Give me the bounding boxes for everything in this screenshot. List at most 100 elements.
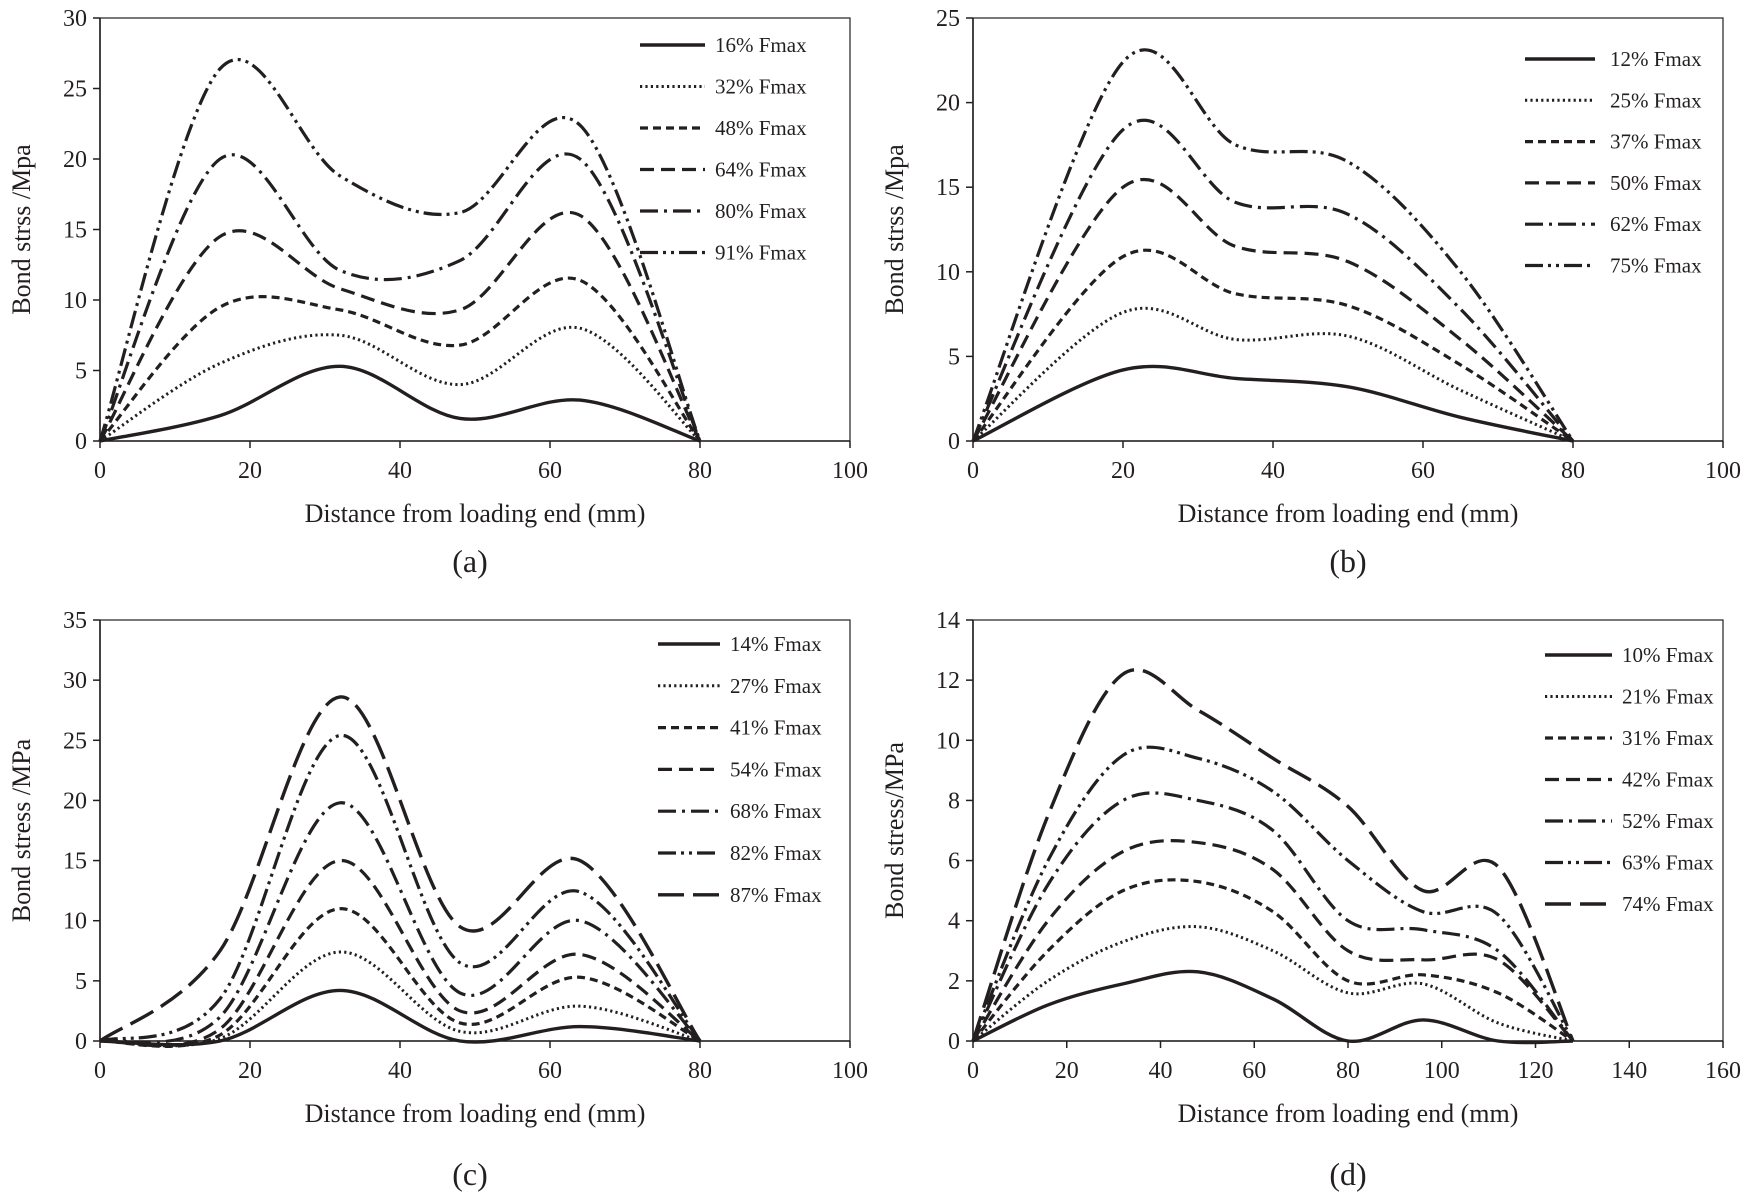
y-tick-label: 0 xyxy=(948,1029,960,1055)
legend-label: 41% Fmax xyxy=(730,716,822,740)
legend-label: 63% Fmax xyxy=(1622,851,1714,875)
series-line-27-fmax xyxy=(99,950,701,1048)
x-axis-label: Distance from loading end (mm) xyxy=(305,1099,646,1128)
series-line-64-fmax xyxy=(98,211,702,442)
y-tick-label: 0 xyxy=(75,429,87,455)
legend-label: 27% Fmax xyxy=(730,674,822,698)
series-line-12-fmax xyxy=(972,364,1574,443)
series-line-14-fmax xyxy=(99,988,701,1047)
series-line-32-fmax xyxy=(99,325,702,443)
legend-label: 54% Fmax xyxy=(730,757,822,781)
chart-panel-d: 0 20 40 60 80 100 120 140 160 0 2 4 6 8 10 12 14 Distance… xyxy=(880,608,1741,1192)
panel-label: (b) xyxy=(1329,543,1366,579)
series-line-31-fmax xyxy=(971,878,1574,1043)
y-axis-label: Bond stress/MPa xyxy=(880,742,909,919)
series-line-63-fmax xyxy=(971,745,1575,1042)
x-axis-label: Distance from loading end (mm) xyxy=(305,499,646,528)
y-axis-label: Bond stress /MPa xyxy=(7,738,36,922)
y-tick-label: 25 xyxy=(936,6,960,32)
legend-label: 50% Fmax xyxy=(1610,171,1702,195)
series-line-50-fmax xyxy=(971,178,1575,443)
x-tick-label: 60 xyxy=(1242,1058,1266,1084)
series-line-80-fmax xyxy=(98,152,702,442)
legend-label: 75% Fmax xyxy=(1610,254,1702,278)
chart-panel-c: 0 20 40 60 80 100 0 5 10 15 20 25 30 35 Distance from … xyxy=(7,608,868,1192)
y-tick-label: 15 xyxy=(936,175,960,201)
x-tick-label: 160 xyxy=(1705,1058,1741,1084)
y-tick-label: 8 xyxy=(948,788,960,814)
x-tick-label: 60 xyxy=(538,1058,562,1084)
series-line-10-fmax xyxy=(972,969,1574,1045)
x-tick-label: 100 xyxy=(1705,458,1741,484)
legend-label: 52% Fmax xyxy=(1622,809,1714,833)
y-tick-label: 2 xyxy=(948,969,960,995)
y-tick-label: 25 xyxy=(63,728,87,754)
series-line-16-fmax xyxy=(99,364,701,443)
x-axis-label: Distance from loading end (mm) xyxy=(1178,499,1519,528)
y-tick-label: 10 xyxy=(936,260,960,286)
legend-label: 12% Fmax xyxy=(1610,47,1702,71)
x-tick-label: 0 xyxy=(94,1058,106,1084)
chart-panel-b: 0 20 40 60 80 100 0 5 10 15 20 25 Distance from load… xyxy=(880,6,1741,579)
series-line-87-fmax xyxy=(98,695,702,1043)
x-tick-label: 20 xyxy=(1055,1058,1079,1084)
x-tick-label: 80 xyxy=(1561,458,1585,484)
x-tick-label: 80 xyxy=(688,1058,712,1084)
x-tick-label: 80 xyxy=(1336,1058,1360,1084)
legend-label: 87% Fmax xyxy=(730,883,822,907)
y-tick-label: 15 xyxy=(63,849,87,875)
legend-label: 91% Fmax xyxy=(715,241,807,265)
legend-label: 16% Fmax xyxy=(715,33,807,57)
y-tick-label: 30 xyxy=(63,668,87,694)
y-tick-label: 0 xyxy=(75,1029,87,1055)
y-tick-label: 5 xyxy=(948,344,960,370)
x-tick-label: 60 xyxy=(1411,458,1435,484)
x-tick-label: 140 xyxy=(1611,1058,1647,1084)
series-line-62-fmax xyxy=(971,119,1575,443)
panel-label: (a) xyxy=(452,543,488,579)
y-tick-label: 5 xyxy=(75,969,87,995)
y-axis-label: Bond strss /Mpa xyxy=(880,144,909,315)
x-tick-label: 40 xyxy=(1261,458,1285,484)
legend-label: 48% Fmax xyxy=(715,116,807,140)
series-line-91-fmax xyxy=(98,58,702,442)
x-tick-label: 40 xyxy=(388,458,412,484)
x-tick-label: 20 xyxy=(238,1058,262,1084)
legend-label: 62% Fmax xyxy=(1610,212,1702,236)
x-tick-label: 0 xyxy=(967,458,979,484)
panel-label: (d) xyxy=(1329,1156,1366,1192)
series-line-74-fmax xyxy=(971,668,1575,1042)
series-line-75-fmax xyxy=(971,48,1575,442)
y-tick-label: 25 xyxy=(63,77,87,103)
y-tick-label: 20 xyxy=(936,91,960,117)
x-tick-label: 60 xyxy=(538,458,562,484)
y-tick-label: 15 xyxy=(63,218,87,244)
legend-label: 31% Fmax xyxy=(1622,726,1714,750)
series-line-48-fmax xyxy=(98,276,702,443)
series-line-54-fmax xyxy=(99,858,701,1048)
x-tick-label: 100 xyxy=(1424,1058,1460,1084)
legend-label: 82% Fmax xyxy=(730,841,822,865)
y-tick-label: 30 xyxy=(63,6,87,32)
x-tick-label: 0 xyxy=(967,1058,979,1084)
legend-label: 80% Fmax xyxy=(715,199,807,223)
legend-label: 37% Fmax xyxy=(1610,130,1702,154)
y-tick-label: 12 xyxy=(936,668,960,694)
panel-label: (c) xyxy=(452,1156,488,1192)
legend-label: 74% Fmax xyxy=(1622,892,1714,916)
x-tick-label: 120 xyxy=(1518,1058,1554,1084)
chart-panel-a: 0 20 40 60 80 100 0 5 10 15 20 25 30 Distance from lo… xyxy=(7,6,868,579)
legend-label: 64% Fmax xyxy=(715,158,807,182)
series-line-82-fmax xyxy=(99,733,702,1043)
y-tick-label: 20 xyxy=(63,147,87,173)
legend-label: 25% Fmax xyxy=(1610,88,1702,112)
legend-label: 32% Fmax xyxy=(715,75,807,99)
x-tick-label: 40 xyxy=(1149,1058,1173,1084)
y-tick-label: 10 xyxy=(936,728,960,754)
series-line-52-fmax xyxy=(971,791,1575,1043)
y-tick-label: 6 xyxy=(948,849,960,875)
x-tick-label: 100 xyxy=(832,1058,868,1084)
y-tick-label: 10 xyxy=(63,288,87,314)
